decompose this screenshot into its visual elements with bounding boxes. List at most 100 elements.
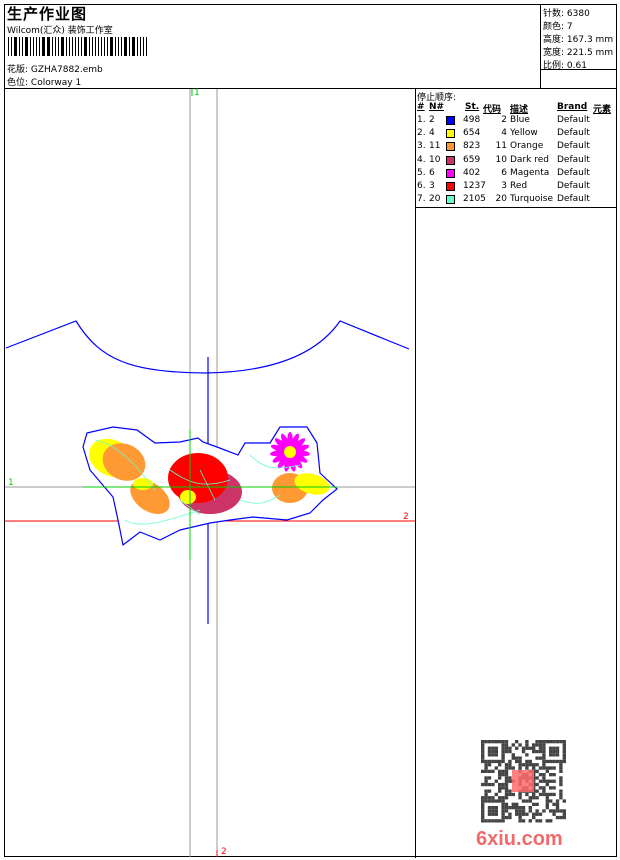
qr-module <box>562 749 566 754</box>
qr-module <box>484 769 488 773</box>
row-code: 10 <box>495 154 507 165</box>
qr-module <box>484 766 488 770</box>
qr-module <box>559 776 563 780</box>
barcode-bar <box>36 37 37 56</box>
qr-module <box>549 819 553 823</box>
qr-module <box>542 740 546 744</box>
qr-module <box>545 796 549 800</box>
qr-module <box>494 746 498 750</box>
qr-module <box>508 749 512 754</box>
qr-module <box>487 809 492 813</box>
barcode-bar <box>69 37 70 56</box>
qr-module <box>501 753 505 757</box>
barcode-bar <box>47 37 50 56</box>
qr-module <box>498 782 502 787</box>
barcode-bar <box>78 37 79 56</box>
leaf-orange-left <box>102 443 146 481</box>
qr-module <box>528 746 532 750</box>
qr-module <box>504 789 509 793</box>
qr-module <box>535 776 539 780</box>
qr-module <box>515 802 519 806</box>
row-code: 3 <box>501 181 507 191</box>
qr-module <box>518 756 522 760</box>
qr-module <box>481 740 485 744</box>
qr-module <box>552 773 556 777</box>
qr-module <box>481 756 485 760</box>
color-swatch <box>446 142 455 152</box>
qr-module <box>487 799 492 803</box>
qr-module <box>501 806 505 810</box>
guide-marker-1-left: 1 <box>8 478 14 488</box>
qr-module <box>491 769 495 773</box>
qr-module <box>515 756 519 760</box>
qr-module <box>549 746 553 750</box>
qr-module <box>545 792 549 797</box>
qr-module <box>498 773 502 777</box>
qr-module <box>525 753 529 757</box>
qr-module <box>521 812 526 816</box>
qr-module <box>491 740 495 744</box>
qr-module <box>521 763 526 767</box>
color-stop-row[interactable]: 1. 2 498 2 Blue Default <box>417 115 617 128</box>
qr-module <box>518 743 522 747</box>
barcode-bar <box>81 37 82 56</box>
qr-module <box>491 819 495 823</box>
qr-module <box>494 819 498 823</box>
qr-module <box>562 815 566 820</box>
qr-module <box>498 776 502 780</box>
qr-module <box>545 740 549 744</box>
neckline-outline <box>5 320 410 374</box>
seal-stamp <box>512 770 534 792</box>
qr-module <box>535 812 539 816</box>
qr-module <box>487 749 492 754</box>
qr-module <box>549 799 553 803</box>
color-stop-row[interactable]: 7. 20 2105 20 Turquoise Default <box>417 194 617 207</box>
qr-module <box>518 812 522 816</box>
qr-module <box>542 746 546 750</box>
qr-module <box>484 779 488 783</box>
color-stop-row[interactable]: 2. 4 654 4 Yellow Default <box>417 128 617 141</box>
company-name: Wilcom(汇众) 装饰工作室 <box>7 26 113 36</box>
barcode-bar <box>137 37 138 56</box>
qr-module <box>501 746 505 750</box>
qr-module <box>538 779 543 783</box>
barcode-bar <box>107 37 108 56</box>
info-width: 宽度: 221.5 mm <box>543 45 613 58</box>
row-stitches: 498 <box>463 115 481 125</box>
qr-module <box>532 812 536 816</box>
row-brand: Default <box>557 167 590 178</box>
qr-module <box>532 746 536 750</box>
qr-module <box>518 766 522 770</box>
design-label: 花版: <box>7 65 29 75</box>
barcode-bar <box>121 37 122 56</box>
row-needle: 11 <box>429 141 441 152</box>
qr-module <box>494 799 498 803</box>
qr-module <box>481 802 485 806</box>
qr-module <box>481 796 485 800</box>
qr-module <box>559 769 563 773</box>
qr-module <box>552 740 556 744</box>
color-stop-row[interactable]: 3. 11 823 11 Orange Default <box>417 141 617 154</box>
width-label: 宽度: <box>543 48 565 58</box>
qr-module <box>498 740 502 744</box>
qr-module <box>501 749 505 754</box>
qr-module <box>501 743 505 747</box>
qr-module <box>481 799 485 803</box>
barcode-bar <box>118 37 119 56</box>
color-stop-row[interactable]: 4. 10 659 10 Dark red Default <box>417 155 617 168</box>
barcode-bar <box>25 37 28 56</box>
qr-module <box>511 792 515 797</box>
qr-module <box>532 749 536 754</box>
info-box-bottom <box>540 69 617 70</box>
qr-module <box>521 819 526 823</box>
qr-module <box>501 759 505 764</box>
barcode-bar <box>89 37 90 56</box>
qr-module <box>525 743 529 747</box>
row-code: 11 <box>495 141 507 152</box>
qr-module <box>528 799 532 803</box>
qr-module <box>491 759 495 764</box>
color-stop-row[interactable]: 6. 3 1237 3 Red Default <box>417 181 617 194</box>
barcode-bar <box>129 37 130 56</box>
color-stop-row[interactable]: 5. 6 402 6 Magenta Default <box>417 168 617 181</box>
qr-module <box>552 792 556 797</box>
